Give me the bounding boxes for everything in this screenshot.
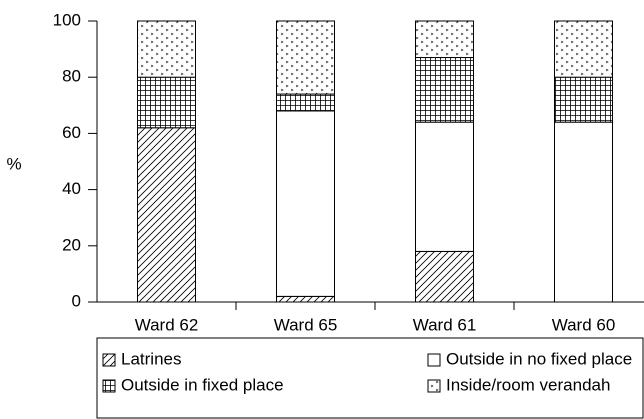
bar-segment [276,295,335,303]
bar-segment [415,57,474,123]
y-tick-label: 20 [62,235,81,254]
legend-label: Latrines [121,349,181,368]
y-tick-label: 60 [62,123,81,142]
legend-swatch [102,353,116,367]
bar-segment [554,76,613,123]
legend-swatch [102,379,116,393]
y-tick-label: 100 [53,10,81,29]
y-tick-label: 80 [62,67,81,86]
legend-label: Outside in fixed place [121,375,284,394]
bar-segment [137,20,196,78]
y-tick-label: 0 [72,291,81,310]
bar-segment [276,20,335,95]
legend-swatch [427,353,441,367]
bar-segment [137,76,196,129]
x-tick-label: Ward 65 [274,315,338,334]
legend-label: Inside/room verandah [446,375,610,394]
y-tick-label: 40 [62,179,81,198]
x-tick-label: Ward 62 [135,315,199,334]
bar-segment [415,121,474,252]
legend-swatch [427,379,441,393]
legend-label: Outside in no fixed place [446,349,632,368]
bar-segment [554,20,613,78]
y-axis-label: % [6,154,21,173]
legend-box [96,337,644,419]
bar-segment [276,110,335,297]
x-tick-label: Ward 61 [413,315,477,334]
bar-segment [276,93,335,112]
bar-segment [554,121,613,303]
bar-segment [137,127,196,303]
bar-segment [415,20,474,59]
bar-segment [415,250,474,303]
x-tick-label: Ward 60 [552,315,616,334]
